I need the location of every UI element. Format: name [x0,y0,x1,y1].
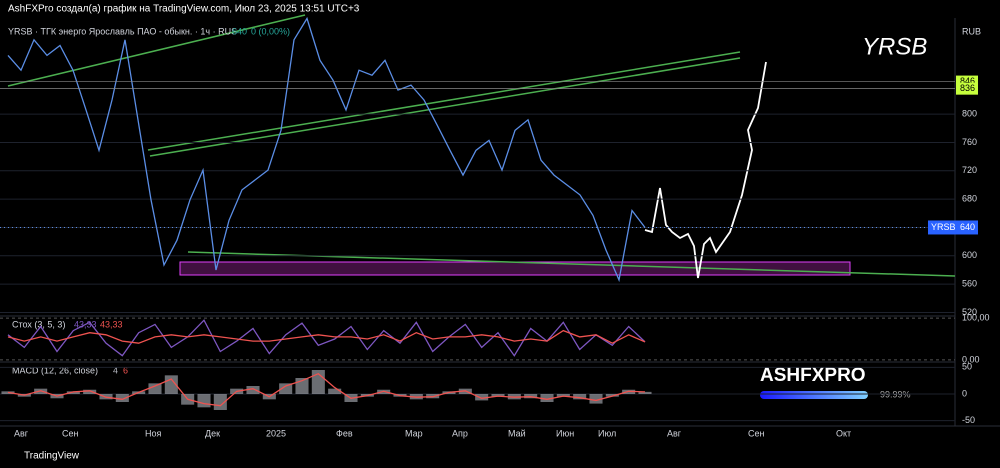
price-level-label: 836 [960,83,975,93]
histogram-bar [148,383,162,394]
histogram-bar [573,394,587,400]
y-tick-label: 100,00 [962,312,990,322]
x-tick-label: Ноя [145,428,162,438]
y-tick-label: 0 [962,388,967,398]
x-tick-label: Июл [598,428,616,438]
histogram-bar [638,391,652,394]
x-tick-label: Мар [405,428,423,438]
histogram-bar [605,394,619,397]
support-zone [179,261,851,276]
histogram-bar [213,394,227,410]
trend-line [147,51,741,151]
y-tick-label: 680 [962,194,977,204]
histogram-bar [115,394,129,402]
y-tick-label: 560 [962,279,977,289]
trend-line [149,57,741,157]
histogram-bar [556,394,570,397]
y-tick-label: 720 [962,165,977,175]
legend: YRSB · ТГК энерго Ярославль ПАО - обыкн.… [8,26,290,36]
legend-title: Стох (3, 5, 3) [12,319,65,329]
last-price-label: 640 [960,222,975,232]
histogram-bar [540,394,554,402]
symbol-watermark: YRSB [862,33,927,60]
series-line [7,329,646,344]
x-tick-label: Фев [336,428,353,438]
x-tick-label: Апр [452,428,468,438]
y-tick-label: 50 [962,362,972,372]
y-tick-label: -50 [962,415,975,425]
x-tick-label: Авг [14,428,29,438]
histogram-bar [491,394,505,397]
legend-value: 4 [113,365,118,375]
last-price-symbol: YRSB [931,222,956,232]
x-tick-label: 2025 [266,428,286,438]
histogram-bar [83,389,97,394]
currency: RUB [962,26,981,36]
forecast-path [644,61,767,279]
histogram-bar [589,394,603,404]
legend-title: YRSB · ТГК энерго Ярославль ПАО - обыкн.… [8,26,237,36]
y-tick-label: 800 [962,109,977,119]
histogram-bar [197,394,211,408]
legend-title: MACD (12, 26, close) [12,365,98,375]
x-tick-label: Окт [836,428,851,438]
x-tick-label: Авг [667,428,682,438]
x-tick-label: Май [508,428,526,438]
histogram-bar [328,388,342,394]
x-tick-label: Дек [205,428,220,438]
legend-value: 640 [232,26,247,36]
x-tick-label: Сен [748,428,765,438]
histogram-bar [475,394,489,401]
brand-watermark: ASHFXPRO [760,365,866,386]
series-line [7,319,646,357]
series-line [7,372,646,407]
histogram-bar [246,386,260,394]
brand-bar [760,391,868,399]
y-tick-label: 600 [962,250,977,260]
footer: TradingView [24,451,80,462]
y-tick-label: 520 [962,307,977,317]
x-tick-label: Июн [556,428,574,438]
series-line [7,16,646,283]
y-tick-label: 0,00 [962,354,980,364]
legend-value: 6 [123,365,128,375]
histogram-bar [66,391,80,394]
y-tick-label: 760 [962,137,977,147]
histogram-bar [279,383,293,394]
header: AshFXPro создал(а) график на TradingView… [8,3,360,15]
legend-value: 43,33 [100,319,123,329]
last-price-box [928,220,978,235]
legend-change: 0 (0,00%) [251,26,290,36]
trend-line [7,14,306,87]
price-level-label: 846 [960,76,975,86]
x-tick-label: Сен [62,428,79,438]
price-level-box [956,82,978,95]
